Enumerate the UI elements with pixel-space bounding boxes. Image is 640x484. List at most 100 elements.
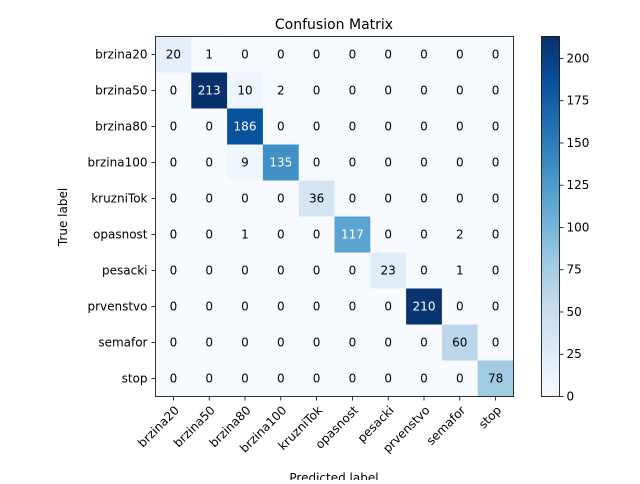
chart-title: Confusion Matrix (275, 17, 393, 33)
heatmap-cell (370, 36, 407, 73)
heatmap-cell (441, 144, 478, 181)
heatmap-cell (262, 72, 299, 109)
cell-value-label: 1 (205, 48, 213, 62)
cell-value-label: 0 (384, 156, 392, 170)
heatmap-cell (191, 216, 228, 253)
cell-value-label: 0 (349, 48, 357, 62)
cell-value-label: 0 (277, 300, 285, 314)
heatmap-cell (370, 252, 407, 289)
cell-value-label: 0 (349, 264, 357, 278)
cell-value-label: 0 (170, 300, 178, 314)
heatmap-cell (441, 216, 478, 253)
cell-value-label: 0 (349, 120, 357, 134)
cell-value-label: 0 (170, 372, 178, 386)
cell-value-label: 0 (384, 372, 392, 386)
cell-value-label: 0 (205, 228, 213, 242)
cell-value-label: 2 (456, 228, 464, 242)
heatmap-cell-labels: 20 1 0 0 0 0 0 0 0 00 213 10 2 0 0 0 0 0 00 0 186 0 0 0 0 0 0 00 0 9 1… (166, 48, 503, 386)
y-tick-label: prvenstvo (87, 300, 147, 314)
cell-value-label: 0 (456, 48, 464, 62)
colorbar-tick-label: 200 (567, 51, 590, 65)
heatmap-cell (441, 108, 478, 145)
cell-value-label: 0 (456, 120, 464, 134)
heatmap-cell (191, 180, 228, 217)
cell-value-label: 0 (349, 156, 357, 170)
cell-value-label: 0 (313, 228, 321, 242)
colorbar-tick-label: 25 (567, 347, 582, 361)
cell-value-label: 0 (384, 192, 392, 206)
cell-value-label: 1 (456, 264, 464, 278)
cell-value-label: 0 (313, 264, 321, 278)
cell-value-label: 0 (241, 192, 249, 206)
cell-value-label: 0 (170, 120, 178, 134)
cell-value-label: 0 (420, 192, 428, 206)
heatmap-cell (155, 288, 192, 325)
heatmap-cell (334, 216, 371, 253)
cell-value-label: 0 (384, 48, 392, 62)
cell-value-label: 213 (198, 84, 221, 98)
cell-value-label: 0 (313, 156, 321, 170)
cell-value-label: 0 (349, 336, 357, 350)
y-tick-label: semafor (98, 336, 147, 350)
heatmap-cell (191, 252, 228, 289)
cell-value-label: 0 (241, 264, 249, 278)
heatmap-cell (298, 180, 335, 217)
cell-value-label: 1 (241, 228, 249, 242)
cell-value-label: 0 (241, 48, 249, 62)
heatmap-cell (370, 144, 407, 181)
heatmap-cell (298, 144, 335, 181)
heatmap-cell (406, 36, 443, 73)
heatmap-cell (334, 72, 371, 109)
heatmap-cell (191, 108, 228, 145)
heatmap-cell (298, 360, 335, 397)
heatmap-cell (227, 144, 264, 181)
heatmap-cell (227, 252, 264, 289)
y-tick-label: kruzniTok (91, 192, 147, 206)
cell-value-label: 0 (241, 336, 249, 350)
heatmap-cell (334, 144, 371, 181)
cell-value-label: 0 (420, 336, 428, 350)
cell-value-label: 0 (170, 156, 178, 170)
x-tick-label: stop (476, 403, 504, 431)
y-tick-label: opasnost (93, 228, 148, 242)
heatmap-cell (191, 360, 228, 397)
heatmap-cell (191, 72, 228, 109)
cell-value-label: 0 (170, 264, 178, 278)
heatmap-cell (262, 324, 299, 361)
heatmap-cell (298, 216, 335, 253)
heatmap-cell (155, 36, 192, 73)
heatmap-cell (298, 252, 335, 289)
colorbar-tick-label: 175 (567, 94, 590, 108)
heatmap-cell (477, 108, 514, 145)
x-axis: brzina20brzina50brzina80brzina100kruzniT… (135, 396, 504, 456)
y-axis: brzina20 brzina50 brzina80 brzina100 kruzniT… (87, 48, 156, 386)
heatmap-cell (262, 252, 299, 289)
heatmap-cell (370, 288, 407, 325)
heatmap-cell (262, 108, 299, 145)
cell-value-label: 0 (205, 120, 213, 134)
cell-value-label: 0 (205, 300, 213, 314)
heatmap-cell (262, 36, 299, 73)
cell-value-label: 20 (166, 48, 181, 62)
cell-value-label: 10 (237, 84, 252, 98)
cell-value-label: 0 (313, 372, 321, 386)
heatmap-cell (155, 180, 192, 217)
cell-value-label: 0 (492, 48, 500, 62)
y-tick-label: brzina100 (87, 156, 147, 170)
heatmap-cell (262, 144, 299, 181)
cell-value-label: 0 (205, 192, 213, 206)
cell-value-label: 0 (205, 372, 213, 386)
cell-value-label: 210 (413, 300, 436, 314)
heatmap-cell (441, 288, 478, 325)
cell-value-label: 0 (170, 336, 178, 350)
heatmap-cell (155, 144, 192, 181)
heatmap-cell (406, 144, 443, 181)
heatmap-cell (334, 108, 371, 145)
heatmap-cell (477, 360, 514, 397)
heatmap-cell (298, 324, 335, 361)
cell-value-label: 0 (277, 264, 285, 278)
cell-value-label: 0 (277, 48, 285, 62)
heatmap-cell (227, 72, 264, 109)
heatmap-cell (441, 36, 478, 73)
